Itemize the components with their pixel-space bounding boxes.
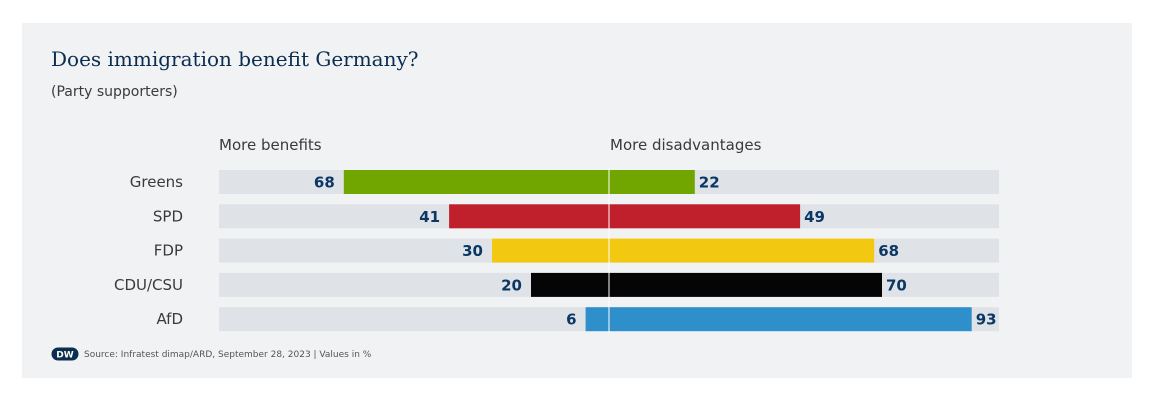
category-label-cdu-csu: CDU/CSU (114, 276, 183, 294)
bar-more-disadvantages-greens (609, 170, 695, 194)
value-label-more-disadvantages-spd: 49 (804, 208, 825, 226)
category-label-afd: AfD (156, 310, 183, 328)
category-label-spd: SPD (153, 207, 183, 225)
chart-card: Does immigration benefit Germany? (Party… (22, 23, 1132, 378)
value-label-more-disadvantages-fdp: 68 (878, 242, 899, 260)
bar-more-benefits-fdp (492, 238, 609, 263)
bar-more-disadvantages-afd (609, 307, 972, 332)
bar-more-disadvantages-fdp (609, 238, 875, 263)
value-label-more-disadvantages-greens: 22 (699, 174, 720, 192)
chart-subtitle: (Party supporters) (51, 84, 178, 100)
dw-logo: DW (51, 347, 79, 361)
value-label-more-benefits-afd: 6 (566, 311, 576, 329)
bar-more-benefits-spd (449, 204, 609, 229)
source-note: Source: Infratest dimap/ARD, September 2… (84, 350, 372, 360)
value-label-more-benefits-greens: 68 (314, 174, 335, 192)
bar-more-disadvantages-spd (609, 204, 801, 229)
series-label-more-disadvantages: More disadvantages (610, 136, 762, 154)
value-label-more-disadvantages-afd: 93 (976, 311, 997, 329)
series-label-more-benefits: More benefits (219, 136, 322, 154)
bar-more-benefits-greens (343, 170, 609, 194)
diverging-bar-chart: More benefits More disadvantages Greens 68 2… (114, 136, 999, 334)
value-label-more-benefits-cdu-csu: 20 (501, 276, 522, 294)
bar-more-benefits-afd (585, 307, 609, 332)
category-label-greens: Greens (130, 173, 183, 191)
bar-more-disadvantages-cdu-csu (609, 272, 882, 297)
chart-title: Does immigration benefit Germany? (51, 47, 419, 71)
bar-more-benefits-cdu-csu (531, 272, 609, 297)
dw-logo-text: DW (56, 351, 73, 361)
value-label-more-benefits-fdp: 30 (462, 242, 483, 260)
category-label-fdp: FDP (154, 242, 183, 260)
value-label-more-benefits-spd: 41 (419, 208, 440, 226)
value-label-more-disadvantages-cdu-csu: 70 (886, 276, 907, 294)
